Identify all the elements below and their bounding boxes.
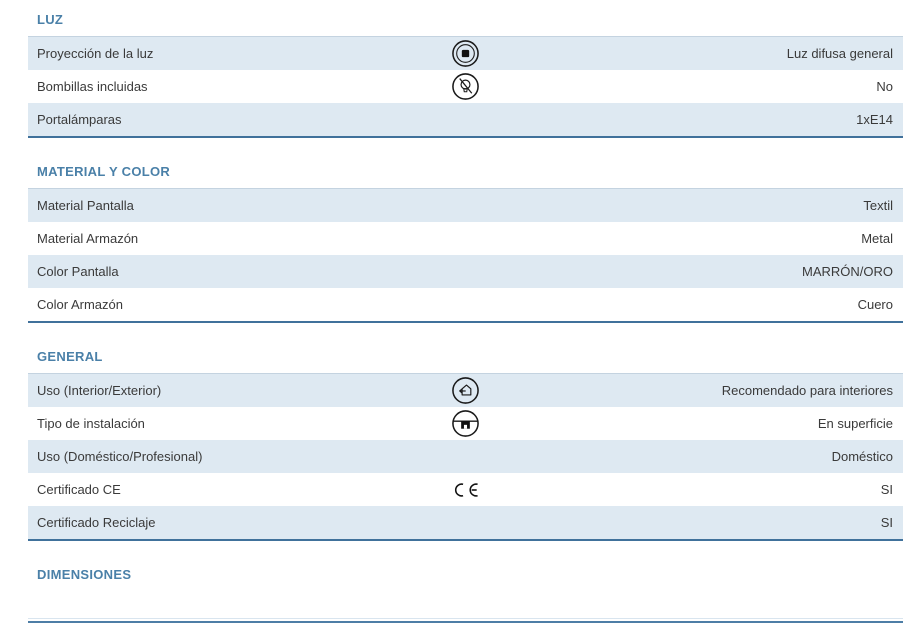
spec-section-luz: LUZ Proyección de la luz Luz difusa genera… [28, 12, 903, 138]
spec-row: Color Armazón Cuero [28, 288, 903, 321]
spec-value: No [876, 79, 893, 94]
spec-label: Bombillas incluidas [37, 79, 148, 94]
spec-value: MARRÓN/ORO [802, 264, 893, 279]
spec-label: Tipo de instalación [37, 416, 145, 431]
spec-label: Uso (Interior/Exterior) [37, 383, 162, 398]
spec-table: LUZ Proyección de la luz Luz difusa genera… [28, 12, 903, 623]
section-rows: Uso (Interior/Exterior) Recomendado para … [28, 373, 903, 541]
spec-value: En superficie [817, 416, 893, 431]
spec-row: Bombillas incluidas No [28, 70, 903, 103]
icon-cell [421, 72, 511, 101]
spec-row: Material Armazón Metal [28, 222, 903, 255]
spec-value: Metal [861, 231, 893, 246]
no-bulb-icon [452, 73, 479, 100]
spec-row: Proyección de la luz Luz difusa general [28, 37, 903, 70]
spec-label: Color Armazón [37, 297, 123, 312]
section-title: DIMENSIONES [37, 567, 132, 582]
spec-section-material-y-color: MATERIAL Y COLOR Material Pantalla Textil M… [28, 164, 903, 323]
icon-cell [421, 482, 511, 498]
section-title: GENERAL [37, 349, 103, 364]
spec-label: Portalámparas [37, 112, 122, 127]
spec-value: Textil [863, 198, 893, 213]
surface-mount-icon [452, 410, 479, 437]
section-rows: Material Pantalla Textil Material Armazón M… [28, 188, 903, 323]
spec-value: Recomendado para interiores [721, 383, 893, 398]
spec-label: Certificado CE [37, 482, 121, 497]
spec-value: Cuero [857, 297, 893, 312]
indoor-use-icon [452, 377, 479, 404]
spec-section-general: GENERAL Uso (Interior/Exterior) Recomendad… [28, 349, 903, 541]
spec-label: Proyección de la luz [37, 46, 154, 61]
ce-mark-icon [455, 482, 478, 497]
spec-value: Doméstico [831, 449, 893, 464]
spec-label: Uso (Doméstico/Profesional) [37, 449, 203, 464]
spec-row: Material Pantalla Textil [28, 189, 903, 222]
diffuse-light-icon [452, 40, 479, 67]
spec-row: Certificado Reciclaje SI [28, 506, 903, 539]
spec-label: Material Pantalla [37, 198, 134, 213]
spec-row: Certificado CE SI [28, 473, 903, 506]
spec-row: Portalámparas 1xE14 [28, 103, 903, 136]
spec-row: Uso (Interior/Exterior) Recomendado para … [28, 374, 903, 407]
section-rows: Proyección de la luz Luz difusa general Bo… [28, 36, 903, 138]
section-rows [28, 591, 903, 623]
spec-section-dimensiones: DIMENSIONES [28, 567, 903, 623]
product-spec-page: LUZ Proyección de la luz Luz difusa genera… [0, 12, 924, 623]
spec-label: Certificado Reciclaje [37, 515, 156, 530]
icon-cell [421, 376, 511, 405]
spec-value: SI [880, 482, 893, 497]
spec-row: Tipo de instalación En superficie [28, 407, 903, 440]
spec-value: 1xE14 [856, 112, 893, 127]
section-title: LUZ [37, 12, 64, 27]
spec-row: Color Pantalla MARRÓN/ORO [28, 255, 903, 288]
spec-value: SI [880, 515, 893, 530]
spec-label: Material Armazón [37, 231, 139, 246]
section-title: MATERIAL Y COLOR [37, 164, 171, 179]
spec-label: Color Pantalla [37, 264, 119, 279]
spec-row: Uso (Doméstico/Profesional) Doméstico [28, 440, 903, 473]
icon-cell [421, 409, 511, 438]
spec-value: Luz difusa general [786, 46, 893, 61]
icon-cell [421, 39, 511, 68]
